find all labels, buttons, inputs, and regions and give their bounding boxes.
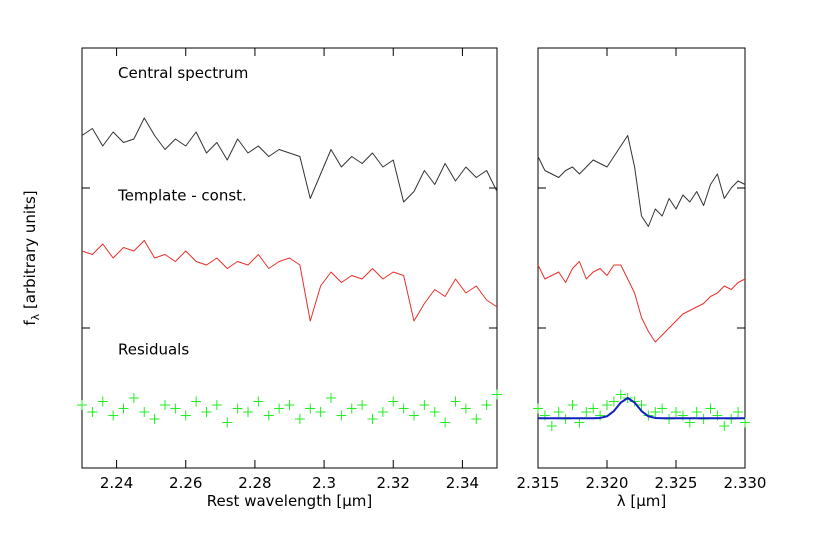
residual-point bbox=[450, 396, 461, 407]
residual-point bbox=[97, 396, 108, 407]
residual-point bbox=[180, 410, 191, 421]
x-tick-label: 2.24 bbox=[100, 474, 133, 492]
spectrum-line bbox=[537, 261, 746, 343]
residual-point bbox=[149, 414, 160, 424]
series-label: Template - const. bbox=[117, 187, 247, 205]
residual-point bbox=[253, 396, 264, 407]
x-tick-label: 2.26 bbox=[169, 474, 202, 492]
residual-point bbox=[211, 400, 222, 410]
x-tick-label: 2.32 bbox=[377, 474, 410, 492]
residual-point bbox=[671, 407, 681, 417]
residual-point bbox=[546, 421, 557, 431]
plot-frame bbox=[81, 47, 498, 469]
plot-frame bbox=[537, 47, 746, 469]
residual-point bbox=[263, 410, 274, 421]
residual-point bbox=[201, 407, 212, 417]
x-tick-label: 2.315 bbox=[517, 474, 560, 492]
residual-point bbox=[326, 393, 336, 403]
spectrum-line bbox=[537, 135, 746, 227]
residual-point bbox=[636, 400, 647, 410]
residual-point bbox=[608, 396, 619, 407]
x-tick-label: 2.3 bbox=[312, 474, 336, 492]
residual-point bbox=[553, 407, 564, 417]
residual-point bbox=[615, 389, 626, 400]
residual-point bbox=[315, 407, 326, 417]
x-tick-label: 2.325 bbox=[655, 474, 698, 492]
residual-point bbox=[388, 396, 399, 407]
residual-point bbox=[191, 396, 202, 407]
residual-point bbox=[719, 421, 730, 431]
y-label-sub: λ bbox=[29, 313, 42, 320]
residual-point bbox=[243, 407, 253, 417]
residual-point bbox=[567, 400, 578, 410]
residual-point bbox=[481, 400, 492, 410]
residual-point bbox=[705, 403, 716, 414]
residual-point bbox=[460, 403, 471, 414]
residual-point bbox=[232, 403, 243, 414]
residual-point bbox=[471, 414, 482, 424]
residual-point bbox=[160, 400, 170, 410]
residual-point bbox=[222, 417, 233, 428]
residual-point bbox=[733, 407, 744, 417]
residual-point bbox=[274, 403, 285, 414]
residual-point bbox=[588, 403, 599, 414]
residual-point bbox=[170, 403, 181, 414]
residual-point bbox=[284, 400, 295, 410]
residual-point bbox=[357, 400, 368, 410]
residual-point bbox=[419, 400, 430, 410]
spectrum-line bbox=[81, 117, 498, 203]
residual-point bbox=[305, 403, 316, 414]
residual-point bbox=[398, 403, 409, 414]
residual-point bbox=[118, 403, 129, 414]
residual-point bbox=[691, 407, 702, 417]
series-label: Central spectrum bbox=[118, 64, 248, 82]
residual-point bbox=[581, 407, 592, 417]
residual-point bbox=[108, 410, 119, 421]
residual-point bbox=[377, 407, 388, 417]
residual-point bbox=[602, 400, 612, 410]
series-label: Residuals bbox=[118, 341, 189, 359]
x-tick-label: 2.320 bbox=[586, 474, 629, 492]
residual-point bbox=[346, 403, 357, 414]
residual-point bbox=[294, 414, 305, 424]
residual-point bbox=[492, 389, 502, 400]
residual-point bbox=[533, 403, 543, 414]
residual-point bbox=[87, 407, 98, 417]
spectrum-line bbox=[538, 397, 745, 420]
residual-point bbox=[336, 410, 347, 421]
residual-point bbox=[440, 417, 451, 428]
spectrum-line bbox=[81, 240, 498, 322]
x-tick-label: 2.330 bbox=[724, 474, 767, 492]
residual-point bbox=[139, 407, 150, 417]
x-tick-label: 2.28 bbox=[238, 474, 271, 492]
x-tick-label: 2.34 bbox=[446, 474, 479, 492]
residual-point bbox=[409, 410, 419, 421]
residual-point bbox=[367, 414, 378, 424]
y-label-rest: [arbitrary units] bbox=[21, 190, 39, 313]
residual-point bbox=[657, 403, 668, 414]
x-axis-label: λ [µm] bbox=[617, 492, 667, 510]
residual-point bbox=[128, 393, 139, 403]
x-axis-label: Rest wavelength [µm] bbox=[207, 492, 372, 510]
y-label-main: f bbox=[21, 320, 39, 326]
residual-point bbox=[429, 407, 440, 417]
y-axis-label: fλ [arbitrary units] bbox=[21, 190, 42, 325]
residual-point bbox=[650, 407, 661, 417]
residual-point bbox=[77, 400, 87, 410]
